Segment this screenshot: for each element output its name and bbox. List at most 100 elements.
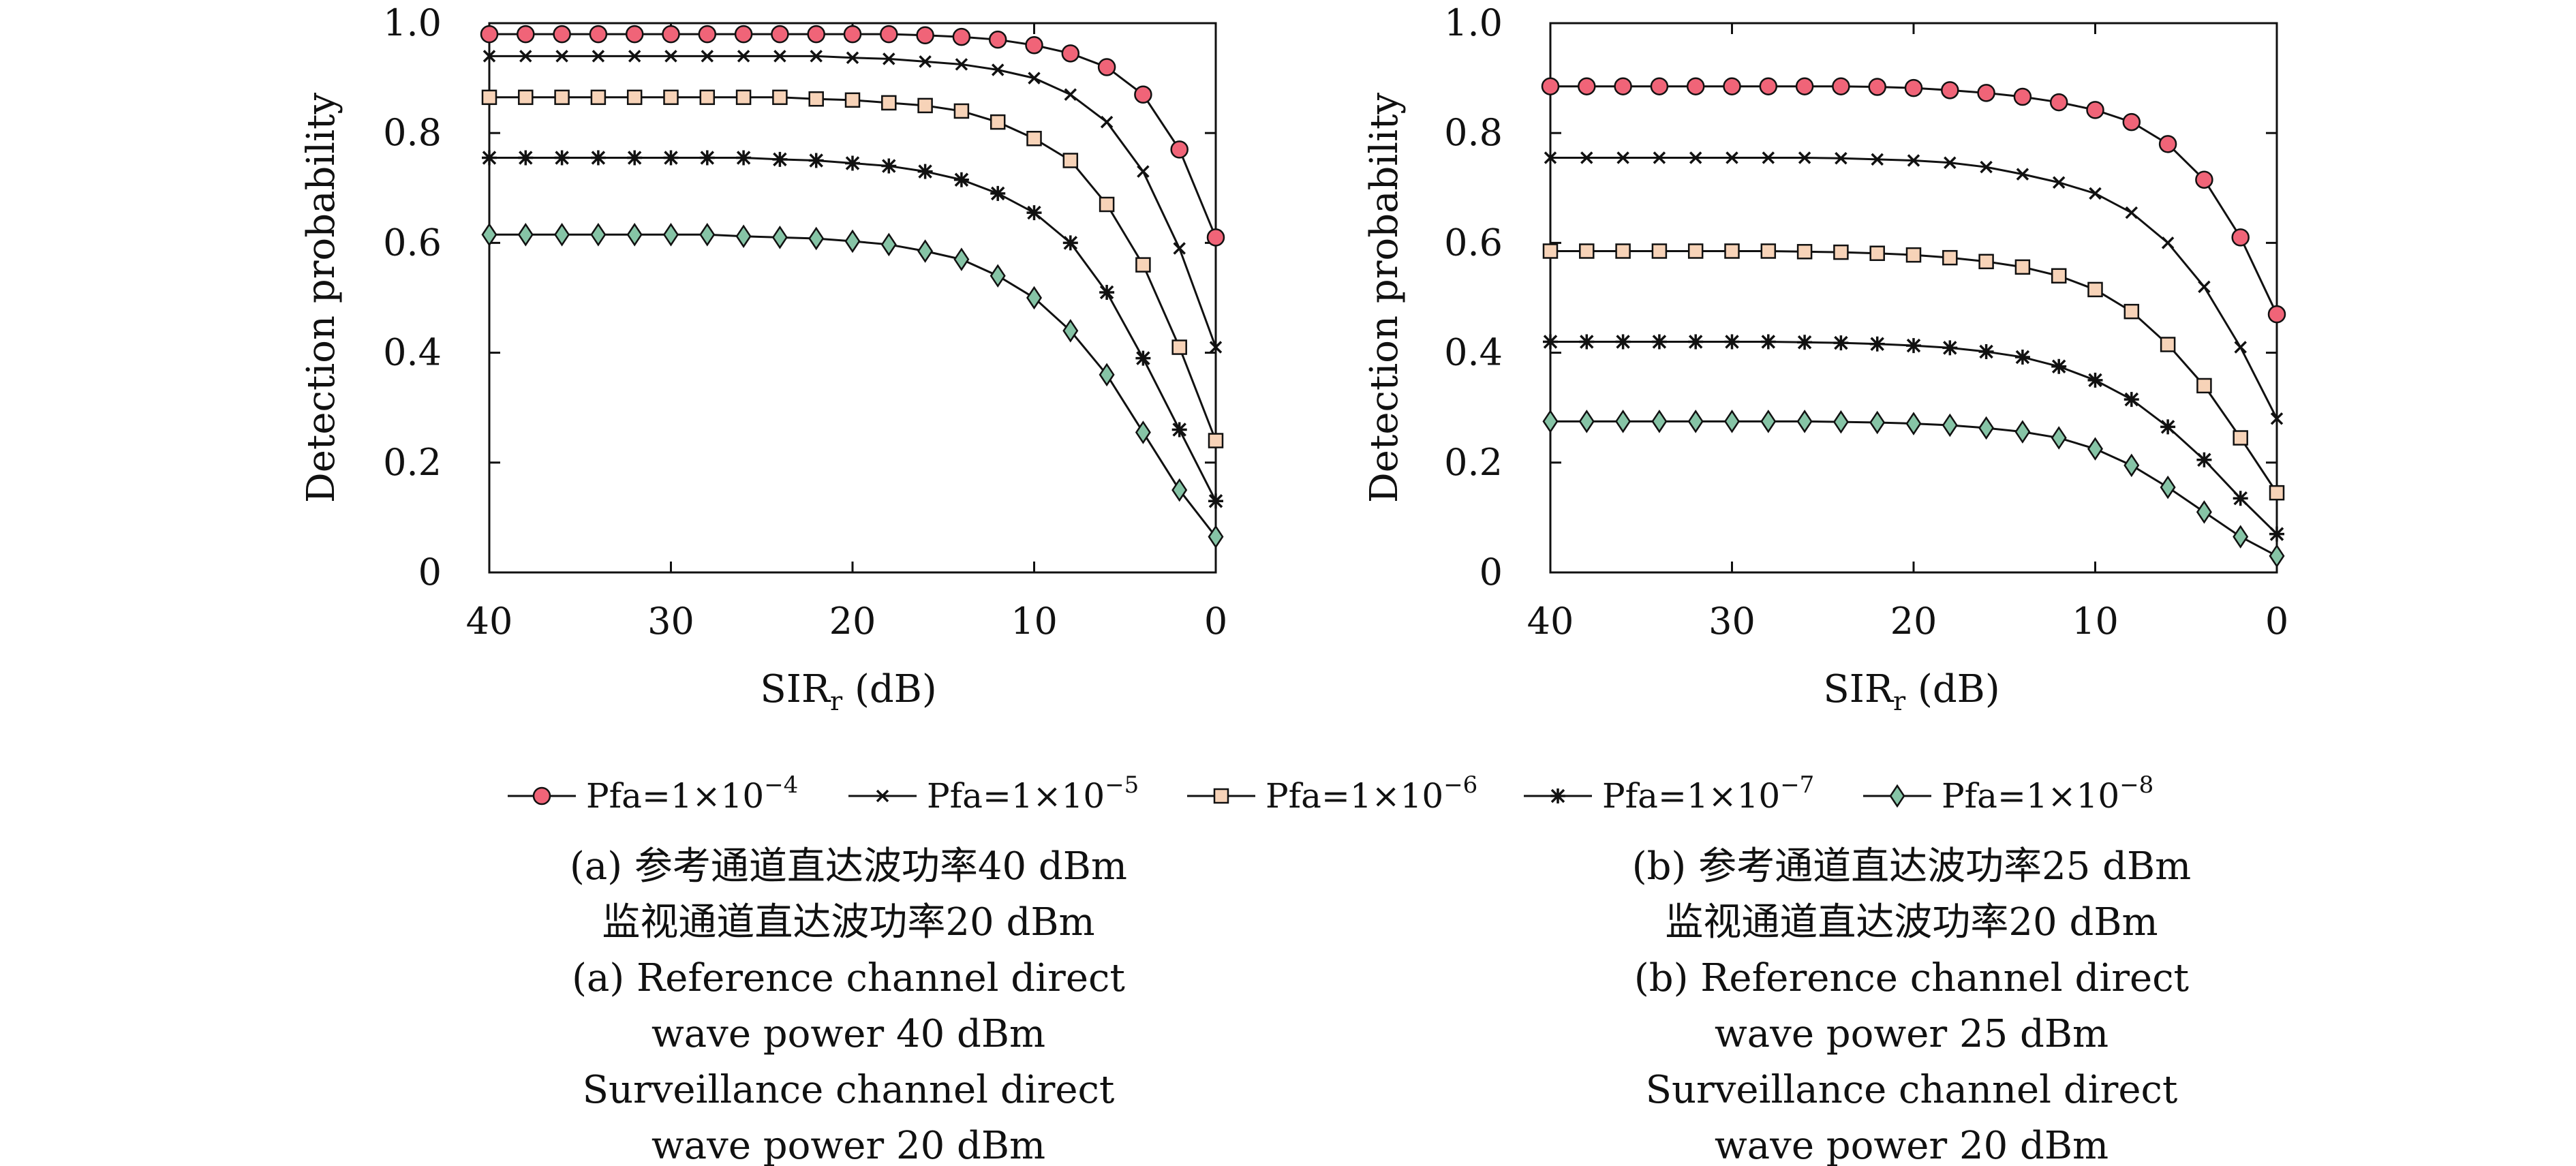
x-tick-label-1-4: 0: [2265, 600, 2288, 643]
chart-panel-a: 0 0.2 0.4 0.6 0.8 1.0 40 30 20 10 0 Detection prob…: [299, 1, 1227, 716]
legend-marker-3: [1550, 788, 1565, 803]
data-point-0-0-10: [843, 25, 862, 44]
legend-entry-4: Pfa=1×10−8: [1863, 771, 2153, 816]
data-point-1-1-13: [2016, 168, 2029, 181]
data-point-1-4-7: [1796, 410, 1813, 433]
legend-entry-2: Pfa=1×10−6: [1187, 771, 1477, 816]
data-point-1-2-15: [2087, 281, 2103, 298]
data-point-1-0-3: [1650, 77, 1669, 95]
series-line-1-0: [1550, 85, 2278, 315]
data-point-1-1-10: [1907, 154, 1920, 167]
data-point-1-0-6: [1759, 77, 1778, 95]
data-point-0-1-9: [810, 50, 823, 63]
x-tick-label-1-2: 20: [1890, 600, 1937, 643]
data-point-0-3-17: [1099, 284, 1115, 300]
data-point-0-2-8: [772, 89, 788, 106]
data-point-0-1-20: [1209, 341, 1223, 354]
data-point-1-2-20: [2269, 485, 2285, 501]
data-point-1-4-14: [2051, 426, 2067, 450]
data-point-1-2-1: [1579, 243, 1595, 259]
data-point-0-2-10: [844, 92, 861, 108]
data-point-0-1-8: [773, 50, 786, 63]
data-point-0-1-1: [519, 50, 532, 63]
y-axis-label-b: Detection probability: [1362, 92, 1407, 503]
data-point-1-1-8: [1835, 152, 1847, 165]
data-point-0-3-10: [845, 155, 860, 171]
data-point-1-3-15: [2087, 372, 2103, 388]
data-point-0-1-19: [1173, 242, 1186, 255]
data-point-1-3-3: [1651, 334, 1667, 350]
data-point-1-0-8: [1832, 77, 1850, 95]
x-tick-label-1-3: 10: [2072, 600, 2119, 643]
data-point-1-4-3: [1651, 410, 1668, 433]
data-point-0-2-7: [735, 89, 752, 106]
data-point-0-1-18: [1137, 165, 1150, 178]
data-point-0-4-9: [808, 226, 825, 251]
data-point-1-3-18: [2196, 452, 2212, 467]
y-tick-label-0-5: 1.0: [383, 1, 442, 44]
data-point-1-0-12: [1977, 84, 1995, 102]
data-point-0-4-0: [481, 223, 497, 247]
y-tick-label-0-1: 0.2: [383, 441, 442, 484]
data-point-1-0-9: [1868, 78, 1886, 96]
x-tick-label-1-1: 30: [1708, 600, 1755, 643]
data-point-1-3-10: [1906, 338, 1921, 354]
data-point-1-2-8: [1833, 244, 1849, 260]
legend-entry-1: Pfa=1×10−5: [848, 771, 1139, 816]
data-point-1-0-13: [2013, 87, 2032, 106]
data-point-1-3-6: [1760, 334, 1776, 350]
data-point-0-0-13: [952, 27, 971, 46]
caption-a-line-5: wave power 20 dBm: [651, 1124, 1045, 1166]
data-point-1-1-12: [1980, 160, 1993, 174]
series-0-0: [480, 25, 1225, 247]
data-point-0-3-4: [627, 150, 643, 166]
legend-label-3: Pfa=1×10−7: [1602, 771, 1814, 816]
data-point-0-1-10: [846, 51, 859, 65]
data-point-0-3-3: [590, 150, 606, 166]
data-point-0-0-11: [880, 25, 898, 44]
x-tick-label-1-0: 40: [1527, 600, 1574, 643]
y-tick-label-0-0: 0: [418, 551, 442, 594]
series-line-1-1: [1550, 156, 2278, 420]
data-point-1-2-5: [1724, 243, 1740, 259]
data-point-0-2-17: [1099, 196, 1115, 213]
data-point-0-3-16: [1062, 235, 1078, 251]
data-point-0-1-16: [1064, 88, 1077, 102]
data-point-1-1-6: [1762, 151, 1775, 164]
legend-label-text-0: Pfa=1×10: [586, 776, 764, 816]
caption-b-line-5: wave power 20 dBm: [1715, 1124, 2109, 1166]
legend-marker-1: [876, 789, 889, 803]
data-point-1-2-17: [2160, 337, 2176, 352]
data-point-1-0-15: [2086, 101, 2104, 119]
data-point-1-4-8: [1833, 410, 1849, 434]
data-point-0-0-20: [1206, 228, 1225, 247]
data-point-0-4-10: [844, 229, 861, 254]
y-tick-label-1-1: 0.2: [1444, 441, 1503, 484]
series-group-a: [480, 25, 1225, 549]
data-point-1-0-14: [2049, 93, 2068, 112]
data-point-1-3-5: [1724, 334, 1740, 350]
y-tick-label-0-4: 0.8: [383, 111, 442, 154]
data-point-1-1-3: [1653, 151, 1666, 164]
data-point-1-3-16: [2123, 392, 2139, 408]
data-point-0-0-0: [480, 25, 499, 44]
series-0-1: [482, 50, 1223, 354]
data-point-0-3-7: [736, 150, 752, 166]
series-0-2: [481, 89, 1224, 448]
caption-a-line-4: Surveillance channel direct: [583, 1068, 1115, 1112]
data-point-0-3-15: [1026, 205, 1042, 221]
data-point-0-4-19: [1171, 478, 1188, 502]
legend-label-exponent-2: −6: [1443, 771, 1477, 799]
data-point-0-1-15: [1028, 72, 1041, 85]
data-point-0-1-12: [919, 55, 932, 68]
data-point-1-1-16: [2125, 206, 2138, 219]
data-point-0-4-8: [771, 226, 788, 249]
data-point-0-3-19: [1171, 422, 1187, 438]
data-point-0-1-17: [1100, 115, 1114, 129]
data-point-1-3-20: [2269, 526, 2284, 542]
data-point-0-0-14: [988, 30, 1007, 49]
data-point-0-1-5: [664, 50, 677, 63]
chart-panel-b: 0 0.2 0.4 0.6 0.8 1.0 40 30 20 10 0 Detection prob…: [1362, 1, 2288, 716]
data-point-0-4-16: [1062, 319, 1079, 343]
data-point-0-0-4: [625, 25, 644, 44]
